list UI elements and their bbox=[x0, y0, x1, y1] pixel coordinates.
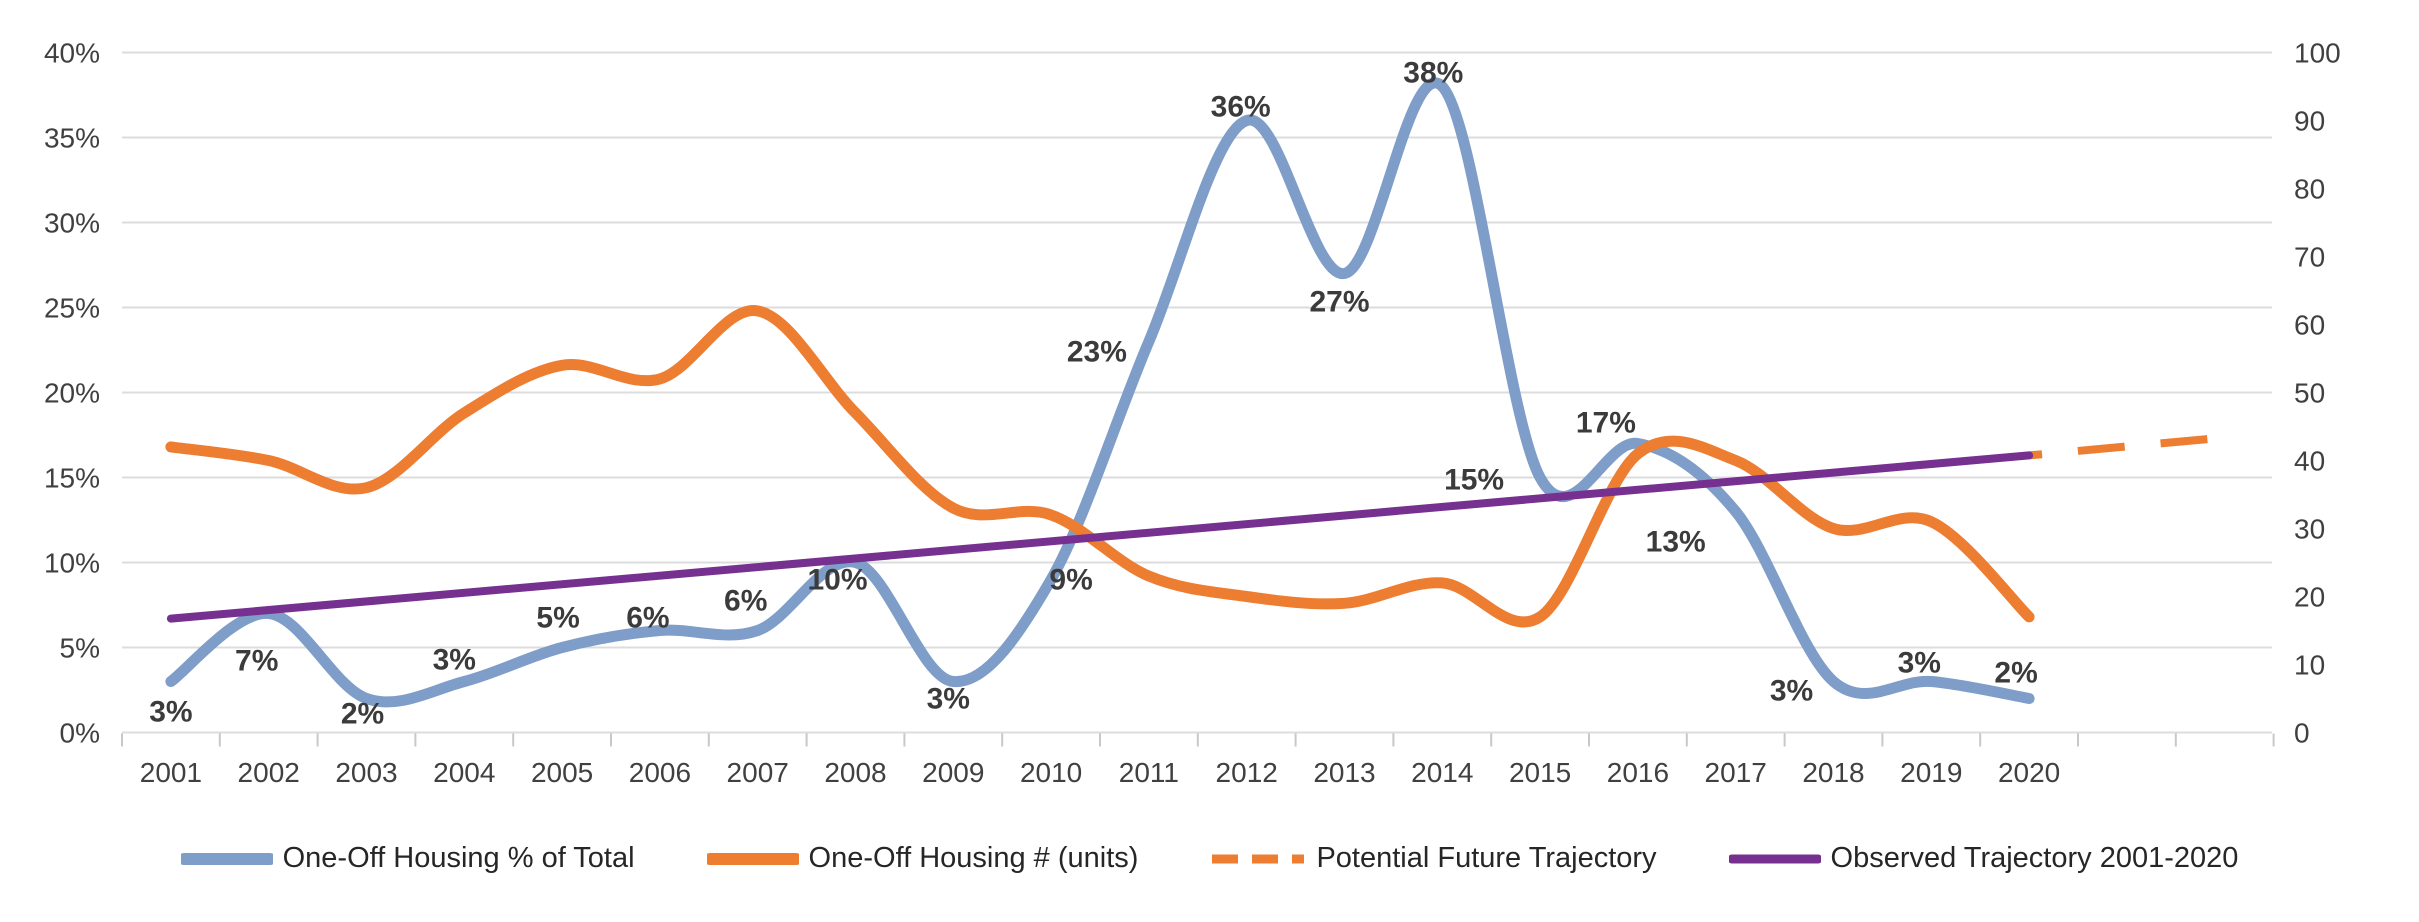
svg-text:80: 80 bbox=[2294, 174, 2325, 205]
svg-text:2005: 2005 bbox=[531, 757, 593, 788]
series-units-line bbox=[165, 305, 2035, 628]
chart-legend: One-Off Housing % of Total One-Off Housi… bbox=[0, 842, 2419, 875]
svg-text:2014: 2014 bbox=[1411, 757, 1473, 788]
svg-text:100: 100 bbox=[2294, 38, 2341, 69]
svg-text:10%: 10% bbox=[44, 548, 100, 579]
svg-text:2004: 2004 bbox=[433, 757, 495, 788]
svg-text:30%: 30% bbox=[44, 208, 100, 239]
svg-text:2016: 2016 bbox=[1607, 757, 1669, 788]
svg-text:5%: 5% bbox=[536, 602, 579, 635]
svg-text:2011: 2011 bbox=[1119, 757, 1179, 788]
legend-label-pct: One-Off Housing % of Total bbox=[282, 842, 635, 874]
legend-item-units: One-Off Housing # (units) bbox=[706, 842, 1139, 875]
observed-trajectory-line bbox=[166, 451, 2034, 623]
svg-text:3%: 3% bbox=[927, 683, 970, 716]
svg-text:3%: 3% bbox=[433, 644, 476, 677]
svg-text:15%: 15% bbox=[44, 463, 100, 494]
svg-text:20%: 20% bbox=[44, 378, 100, 409]
svg-text:2013: 2013 bbox=[1313, 757, 1375, 788]
svg-text:90: 90 bbox=[2294, 106, 2325, 137]
svg-text:20: 20 bbox=[2294, 582, 2325, 613]
svg-text:2020: 2020 bbox=[1998, 757, 2060, 788]
svg-text:10: 10 bbox=[2294, 650, 2325, 681]
legend-item-pct: One-Off Housing % of Total bbox=[180, 842, 635, 875]
svg-text:2003: 2003 bbox=[335, 757, 397, 788]
svg-text:35%: 35% bbox=[44, 123, 100, 154]
legend-label-units: One-Off Housing # (units) bbox=[808, 842, 1139, 874]
gridlines bbox=[122, 51, 2272, 734]
svg-text:10%: 10% bbox=[807, 564, 867, 597]
svg-text:3%: 3% bbox=[1898, 647, 1941, 680]
legend-item-observed-trajectory: Observed Trajectory 2001-2020 bbox=[1728, 842, 2239, 875]
svg-text:2017: 2017 bbox=[1705, 757, 1767, 788]
svg-text:2%: 2% bbox=[341, 698, 384, 731]
svg-text:23%: 23% bbox=[1067, 336, 1127, 369]
svg-text:0: 0 bbox=[2294, 718, 2310, 749]
svg-text:2007: 2007 bbox=[727, 757, 789, 788]
svg-text:2006: 2006 bbox=[629, 757, 691, 788]
data-labels: 3% 7% 2% 3% 5% 6% 6% 10% 3% 9% 23% 36% 27% 38% 15% 17% 1… bbox=[149, 57, 2038, 731]
legend-item-future-trajectory: Potential Future Trajectory bbox=[1210, 842, 1657, 875]
legend-swatch-pct-line bbox=[180, 852, 273, 865]
svg-text:2002: 2002 bbox=[238, 757, 300, 788]
svg-text:13%: 13% bbox=[1646, 526, 1706, 559]
x-axis-labels: 2001 2002 2003 2004 2005 2006 2007 2008 2009 2010… bbox=[140, 757, 2060, 788]
svg-text:2015: 2015 bbox=[1509, 757, 1571, 788]
legend-swatch-observed-line bbox=[1728, 854, 1821, 863]
axis-ticks bbox=[121, 733, 2275, 747]
svg-text:36%: 36% bbox=[1211, 91, 1271, 124]
series-pct-line bbox=[165, 77, 2035, 708]
svg-text:6%: 6% bbox=[724, 585, 767, 618]
future-trajectory-line bbox=[2028, 434, 2216, 460]
svg-text:38%: 38% bbox=[1403, 57, 1463, 90]
legend-swatch-dashed-line bbox=[1212, 854, 1305, 863]
svg-text:17%: 17% bbox=[1576, 407, 1636, 440]
svg-text:6%: 6% bbox=[626, 602, 669, 635]
svg-text:2008: 2008 bbox=[824, 757, 886, 788]
svg-text:2012: 2012 bbox=[1216, 757, 1278, 788]
svg-text:7%: 7% bbox=[235, 645, 278, 678]
svg-text:2010: 2010 bbox=[1020, 757, 1082, 788]
svg-text:60: 60 bbox=[2294, 310, 2325, 341]
legend-label-future-trajectory: Potential Future Trajectory bbox=[1316, 842, 1657, 874]
svg-text:27%: 27% bbox=[1309, 286, 1369, 319]
svg-text:0%: 0% bbox=[60, 718, 100, 749]
svg-text:70: 70 bbox=[2294, 242, 2325, 273]
svg-text:2001: 2001 bbox=[140, 757, 202, 788]
svg-text:3%: 3% bbox=[1770, 675, 1813, 708]
svg-text:5%: 5% bbox=[60, 633, 100, 664]
svg-text:2019: 2019 bbox=[1900, 757, 1962, 788]
svg-text:9%: 9% bbox=[1049, 564, 1092, 597]
svg-text:2009: 2009 bbox=[922, 757, 984, 788]
right-axis-labels: 0 10 20 30 40 50 60 70 80 90 100 bbox=[2294, 38, 2341, 749]
svg-text:30: 30 bbox=[2294, 514, 2325, 545]
svg-text:3%: 3% bbox=[149, 696, 192, 729]
legend-label-observed-trajectory: Observed Trajectory 2001-2020 bbox=[1830, 842, 2239, 874]
svg-text:40%: 40% bbox=[44, 38, 100, 69]
svg-text:15%: 15% bbox=[1444, 464, 1504, 497]
svg-text:2%: 2% bbox=[1994, 657, 2037, 690]
svg-text:2018: 2018 bbox=[1802, 757, 1864, 788]
left-axis-labels: 0% 5% 10% 15% 20% 25% 30% 35% 40% bbox=[44, 38, 100, 749]
svg-text:50: 50 bbox=[2294, 378, 2325, 409]
svg-text:40: 40 bbox=[2294, 446, 2325, 477]
legend-swatch-units-line bbox=[706, 852, 799, 865]
svg-text:25%: 25% bbox=[44, 293, 100, 324]
